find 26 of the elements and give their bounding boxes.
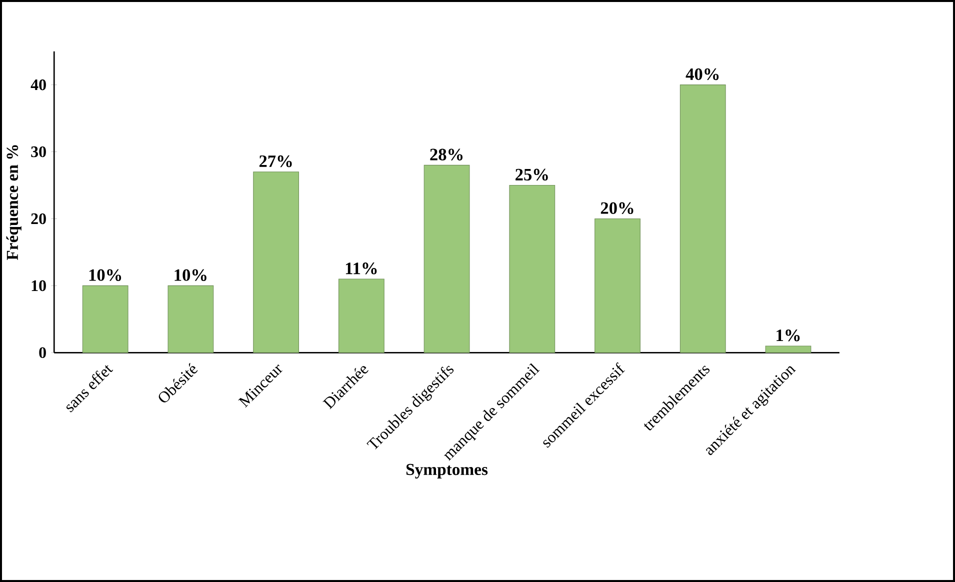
bar xyxy=(82,285,128,353)
bar xyxy=(594,218,640,353)
data-label: 28% xyxy=(430,148,462,160)
x-tick-label: sans effet xyxy=(66,365,114,412)
y-tick-label: 30 xyxy=(31,146,46,158)
data-label: 10% xyxy=(174,269,206,281)
data-label: 10% xyxy=(89,269,122,281)
y-tick-label: 40 xyxy=(30,79,46,90)
data-label: 20% xyxy=(600,202,634,214)
bar xyxy=(509,184,556,353)
y-tick-label: 10 xyxy=(32,280,46,292)
bar xyxy=(338,278,384,353)
bar xyxy=(680,84,726,353)
x-axis-title: Symptomes xyxy=(406,464,488,479)
bar xyxy=(253,172,299,353)
data-label: 25% xyxy=(516,168,548,181)
bar xyxy=(424,164,470,353)
y-tick-label: 20 xyxy=(31,213,46,224)
y-axis-title: Fréquence en % xyxy=(6,145,22,260)
data-label: 11% xyxy=(346,262,377,274)
data-label: 27% xyxy=(259,155,292,168)
data-label: 1% xyxy=(776,330,800,342)
bar xyxy=(168,285,214,353)
data-label: 40% xyxy=(686,68,719,80)
bar xyxy=(765,346,812,353)
y-tick-label: 0 xyxy=(39,347,46,358)
